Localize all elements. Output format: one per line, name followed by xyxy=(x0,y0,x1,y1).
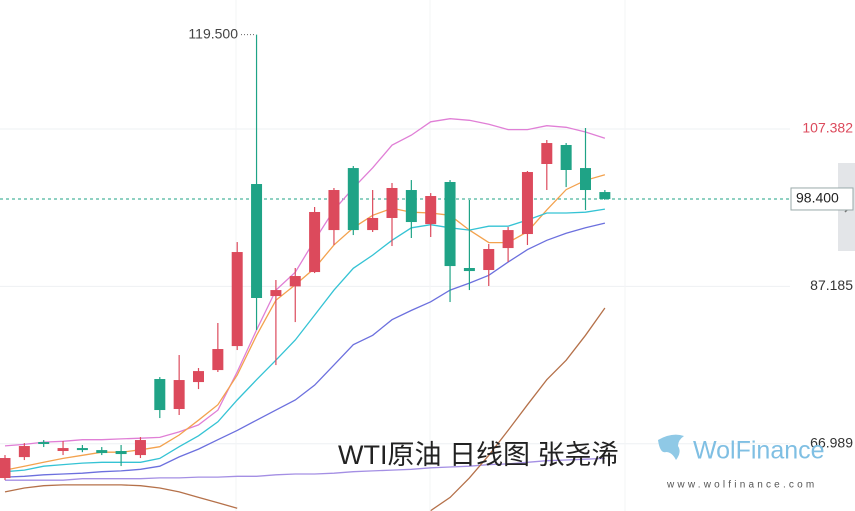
indicator-line xyxy=(4,118,606,447)
candle-body xyxy=(18,446,30,458)
candle-body xyxy=(483,248,495,271)
candle-body xyxy=(386,187,398,218)
candle-body xyxy=(134,440,146,456)
y-tick-label: 87.185 xyxy=(810,277,853,293)
candle-body xyxy=(347,168,359,231)
watermark-brand: WolFinance xyxy=(693,437,825,465)
candle-body xyxy=(212,349,224,371)
candle-body xyxy=(405,190,417,223)
indicator-line xyxy=(4,208,606,473)
candle-body xyxy=(444,181,456,267)
high-label: 119.500 xyxy=(188,25,238,41)
candle-body xyxy=(154,379,166,411)
y-tick-label: 107.382 xyxy=(802,120,853,136)
candle-body xyxy=(76,448,88,451)
indicator-line xyxy=(4,307,606,511)
candle-body xyxy=(115,451,127,455)
candle-body xyxy=(231,252,243,347)
candle-body xyxy=(599,192,611,199)
candle-body xyxy=(328,190,340,231)
candle-body xyxy=(560,144,572,170)
candle-body xyxy=(309,211,321,273)
wolf-logo xyxy=(658,434,684,460)
watermark-url: www.wolfinance.com xyxy=(666,480,817,491)
candle-body xyxy=(521,172,533,235)
candle-body xyxy=(193,371,204,383)
candle-body xyxy=(502,230,514,249)
candle-body xyxy=(0,458,11,479)
last-price-label: 98.400 xyxy=(796,190,839,206)
candles xyxy=(0,34,611,481)
candle-body xyxy=(38,442,50,444)
y-tick-label: 66.989 xyxy=(810,434,853,450)
last-price-box xyxy=(790,187,854,211)
candle-body xyxy=(57,448,69,452)
overlay: WTI原油 日线图 张尧浠 WolFinance www.wolfinance.… xyxy=(338,163,855,491)
chart-title: WTI原油 日线图 张尧浠 xyxy=(338,440,618,470)
indicator-line xyxy=(4,174,606,471)
candle-body xyxy=(541,143,553,164)
candle-body xyxy=(96,450,108,454)
candle-body xyxy=(425,196,437,225)
candle-body xyxy=(580,168,591,191)
indicator-line xyxy=(4,222,606,478)
candle-body xyxy=(463,268,475,272)
indicator-line xyxy=(5,457,605,481)
candle-body xyxy=(367,217,379,231)
candle-body xyxy=(251,184,263,298)
candle-body xyxy=(173,380,185,410)
candle-body xyxy=(270,290,282,297)
candle-body xyxy=(289,276,301,287)
